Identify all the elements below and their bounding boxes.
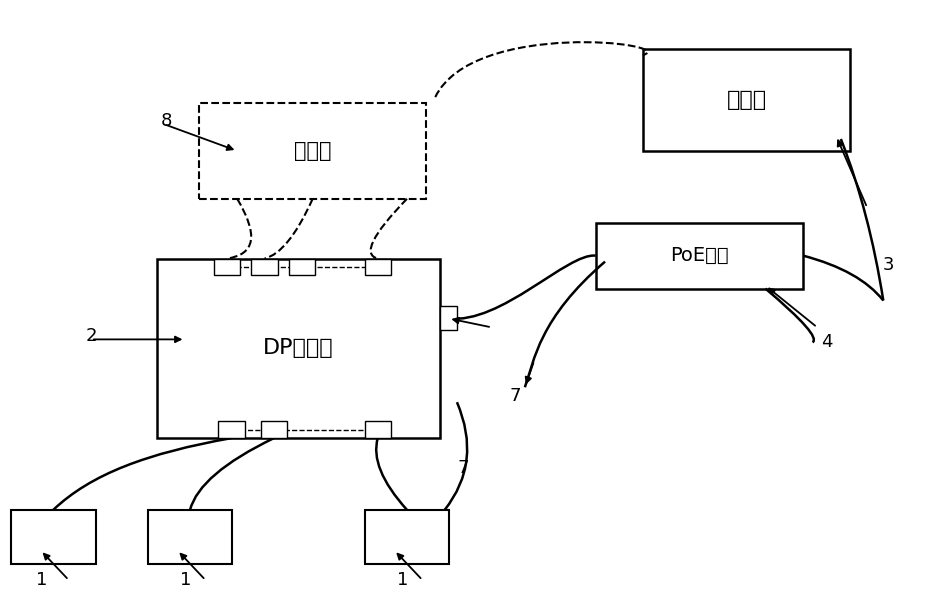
Bar bbox=[289, 258, 315, 275]
Text: 7: 7 bbox=[510, 387, 521, 405]
Text: 3: 3 bbox=[883, 255, 894, 273]
Text: PoE电源: PoE电源 bbox=[670, 246, 728, 265]
Text: DP转接器: DP转接器 bbox=[263, 338, 334, 358]
Bar bbox=[10, 510, 96, 564]
Bar bbox=[642, 49, 850, 151]
Bar bbox=[252, 258, 278, 275]
Bar bbox=[148, 510, 233, 564]
Bar bbox=[157, 258, 440, 438]
Bar bbox=[219, 421, 245, 438]
Text: 路由器: 路由器 bbox=[294, 141, 331, 161]
Bar bbox=[214, 258, 240, 275]
Bar bbox=[440, 307, 457, 331]
Text: 上位机: 上位机 bbox=[727, 90, 766, 110]
Text: 2: 2 bbox=[85, 328, 96, 346]
Text: 1: 1 bbox=[396, 571, 408, 589]
Bar bbox=[364, 510, 449, 564]
Bar bbox=[596, 223, 803, 288]
Text: 1: 1 bbox=[180, 571, 191, 589]
Bar bbox=[200, 103, 426, 199]
Text: 4: 4 bbox=[821, 334, 832, 352]
Text: 7: 7 bbox=[458, 459, 469, 477]
Bar bbox=[364, 421, 391, 438]
Text: 8: 8 bbox=[161, 112, 172, 130]
Bar bbox=[364, 258, 391, 275]
Bar bbox=[261, 421, 288, 438]
Text: 1: 1 bbox=[36, 571, 47, 589]
